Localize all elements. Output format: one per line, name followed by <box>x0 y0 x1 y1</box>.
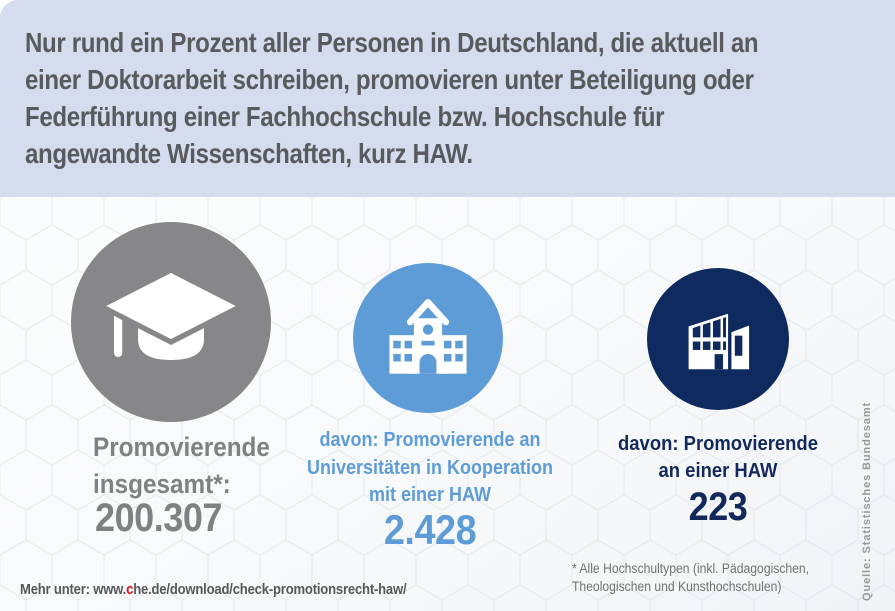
stat-label-total: Promovierende insgesamt*: <box>93 429 270 503</box>
headline: Nur rund ein Prozent aller Personen in D… <box>25 24 759 172</box>
stat-circle-haw <box>647 268 789 410</box>
stat-label-haw: davon: Promovierende an einer HAW <box>592 430 844 484</box>
stat-value-university-cooperation: 2.428 <box>383 506 477 553</box>
header-banner: Nur rund ein Prozent aller Personen in D… <box>0 0 895 197</box>
stat-circle-university-cooperation <box>353 263 503 413</box>
headline-line: Nur rund ein Prozent aller Personen in D… <box>25 27 759 58</box>
stat-label-university-cooperation: davon: Promovierende an Universitäten in… <box>286 427 574 510</box>
stat-value-haw: 223 <box>688 485 748 529</box>
more-info-prefix: Mehr unter: www. <box>20 582 127 598</box>
more-info-highlight: c <box>126 582 134 598</box>
stat-label-line: insgesamt*: <box>93 469 231 499</box>
stat-label-line: mit einer HAW <box>368 484 492 506</box>
source-credit: Quelle: Statistisches Bundesamt <box>861 401 873 601</box>
stat-label-line: Universitäten in Kooperation <box>306 456 554 479</box>
stat-circle-total <box>71 222 271 422</box>
headline-line: angewandte Wissenschaften, kurz HAW. <box>25 138 473 169</box>
stat-label-line: an einer HAW <box>658 459 778 482</box>
stat-label-line: davon: Promovierende <box>618 432 818 455</box>
footnote-line: Theologischen und Kunsthochschulen) <box>572 578 782 594</box>
graduation-cap-icon <box>96 266 246 360</box>
more-info-url: Mehr unter: www.che.de/download/check-pr… <box>20 582 407 598</box>
stat-label-line: Promovierende <box>93 432 270 462</box>
university-school-icon <box>389 298 467 374</box>
footnote: * Alle Hochschultypen (inkl. Pädagogisch… <box>572 560 809 595</box>
headline-line: einer Doktorarbeit schreiben, promoviere… <box>25 64 754 95</box>
stat-label-line: davon: Promovierende an <box>319 429 541 451</box>
headline-line: Federführung einer Fachhochschule bzw. H… <box>25 101 665 132</box>
footnote-line: * Alle Hochschultypen (inkl. Pädagogisch… <box>572 561 810 576</box>
stat-value-total: 200.307 <box>95 496 222 540</box>
haw-building-icon <box>688 313 750 370</box>
more-info-rest: he.de/download/check-promotionsrecht-haw… <box>133 582 407 598</box>
